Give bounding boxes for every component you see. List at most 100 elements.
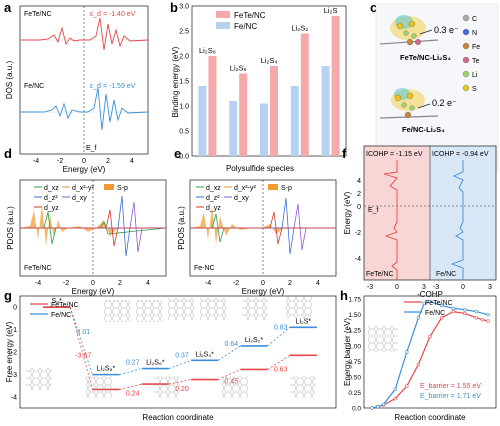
panel-h-legend: FeTe/NC Fe/NC	[404, 300, 453, 317]
panel-e-tag: Fe-NC	[194, 265, 215, 272]
step-value-fete: -3.67	[75, 352, 91, 359]
panel-g-legend: FeTe/NC Fe/NC	[30, 302, 79, 319]
barrier-point	[422, 301, 426, 306]
barrier-point	[393, 396, 397, 401]
svg-text:d_xy: d_xy	[234, 195, 249, 202]
legend-swatch-fe	[216, 22, 230, 29]
dos-fete-curve	[20, 17, 149, 51]
panel-g-ylabel: Free energy (eV)	[5, 321, 14, 382]
barrier-point	[451, 306, 455, 311]
panel-d-dyz	[20, 209, 166, 247]
panel-b-ytick: 2.5	[179, 29, 189, 36]
svg-text:Fe/NC: Fe/NC	[425, 310, 445, 317]
panel-f-tag-left: FeTe/NC	[366, 271, 394, 278]
panel-f-yticks: 4 2 0 -2 -4	[355, 178, 361, 263]
panel-e-xticks: -4 -2 0 2 4	[205, 280, 320, 287]
panel-c-top-structure	[379, 15, 439, 46]
panel-e-legend: d_xz d_x²-y² d_z² d_xy d_yz S-p	[196, 184, 292, 212]
barrier-point	[428, 299, 432, 304]
bar-fete-nc	[208, 56, 217, 156]
connector-fe	[119, 368, 142, 376]
legend-label-fete: FeTe/NC	[234, 11, 266, 20]
barrier-point	[474, 316, 479, 320]
panel-f-ytick: -2	[355, 230, 361, 237]
panel-c-arrow-bot	[417, 103, 431, 109]
panel-b-ytick: 3.0	[179, 4, 189, 11]
panel-e-xtick: -2	[233, 280, 239, 287]
panel-c-bottom-structure	[379, 88, 439, 119]
dos-fe-curve	[20, 87, 149, 131]
barrier-point	[376, 405, 380, 409]
panel-f-icohp-right: ICOHP = -0.94 eV	[432, 151, 489, 158]
svg-text:FeTe/NC: FeTe/NC	[425, 300, 453, 307]
svg-text:Fe/NC: Fe/NC	[51, 312, 71, 319]
panel-d-sp-fill	[20, 204, 166, 246]
panel-b-ylabel: Binding energy (eV)	[171, 46, 180, 117]
connector-fete	[267, 355, 290, 370]
step-value-fe: 0.37	[175, 352, 189, 359]
panel-f-ytick: 4	[357, 178, 361, 185]
panel-e-xtick: 2	[288, 280, 292, 287]
panel-c-frame	[375, 3, 499, 173]
bar-fe-nc	[229, 101, 238, 156]
species-label: Li₂S₈*	[97, 366, 116, 373]
legend-swatch-fete	[216, 11, 230, 18]
panel-g-ytick: -4	[11, 394, 17, 401]
svg-text:d_xz: d_xz	[206, 185, 221, 192]
panel-f-xtick: 3	[488, 284, 492, 291]
panel-e-ylabel: PDOS (a.u.)	[177, 206, 186, 250]
panel-d-xtick: 0	[91, 280, 95, 287]
panel-f-xticks: -3 0 3 -3 0 3	[367, 284, 492, 291]
panel-a-xlabel: Energy (eV)	[63, 165, 106, 174]
panel-a-xticks: -4 -2 0 2 4	[33, 158, 134, 165]
barrier-point	[463, 311, 467, 316]
step-value-fe: 0.83	[274, 325, 288, 332]
panel-h-ytick: 1.75	[348, 297, 361, 304]
barrier-point	[480, 317, 484, 322]
species-label: Li₂S*	[296, 318, 312, 325]
panel-d-label: d	[4, 146, 12, 161]
iron-atom-icon	[462, 42, 470, 50]
panel-d-ylabel: PDOS (a.u.)	[6, 206, 15, 250]
panel-f-cohp-fe	[450, 160, 464, 280]
barrier-point	[416, 362, 421, 367]
svg-text:d_z²: d_z²	[44, 195, 58, 202]
bar-category-label: Li₂S₄	[261, 56, 278, 65]
step-value-fete: 0.63	[274, 366, 288, 373]
panel-b-ytick: 2.0	[179, 54, 189, 61]
connector-fete	[119, 383, 142, 390]
panel-h-ytick: 0.50	[348, 374, 361, 381]
panel-f-ef: E_f	[368, 207, 379, 214]
barrier-point	[439, 316, 444, 320]
panel-c-arrow-top	[419, 29, 433, 35]
panel-h-ytick: 0.25	[348, 390, 361, 397]
connector-fe	[267, 327, 291, 347]
species-label: Li₂S₄*	[195, 351, 214, 358]
panel-f-tag-right: Fe/NC	[436, 271, 456, 278]
panel-a-tag-top: FeTe/NC	[24, 11, 52, 18]
panel-f-xtick: 0	[461, 284, 465, 291]
barrier-point	[428, 334, 432, 339]
panel-a-xtick: 4	[130, 158, 134, 165]
panel-b-ytick: 0.5	[179, 129, 189, 136]
bar-category-label: Li₂S₈	[199, 46, 216, 55]
svg-text:FeTe/NC: FeTe/NC	[51, 302, 79, 309]
panel-d-xticks: -4 -2 0 2 4	[35, 280, 150, 287]
tellurium-atom-icon	[462, 56, 470, 64]
panel-g-ytick: -3	[11, 372, 17, 379]
panel-h-frame	[363, 295, 497, 409]
panel-f-ylabel: Energy (eV)	[343, 191, 352, 234]
panel-f-ytick: 0	[357, 204, 361, 211]
bar-fete-nc	[300, 33, 309, 156]
panel-h-chart: 0.0 0.25 0.50 0.75 1.00 1.25 1.50 1.75	[348, 297, 490, 413]
panel-h-ytick: 1.00	[348, 343, 361, 350]
svg-text:d_yz: d_yz	[206, 205, 221, 212]
panel-b-label: b	[170, 0, 178, 15]
barrier-point	[393, 387, 397, 392]
connector-fe	[218, 345, 241, 361]
bar-fe-nc	[198, 86, 207, 156]
bar-fete-nc	[270, 66, 278, 156]
panel-a-ylabel: DOS (a.u.)	[5, 61, 14, 100]
legend-n: N	[472, 30, 477, 37]
panel-a-xtick: -4	[33, 158, 39, 165]
